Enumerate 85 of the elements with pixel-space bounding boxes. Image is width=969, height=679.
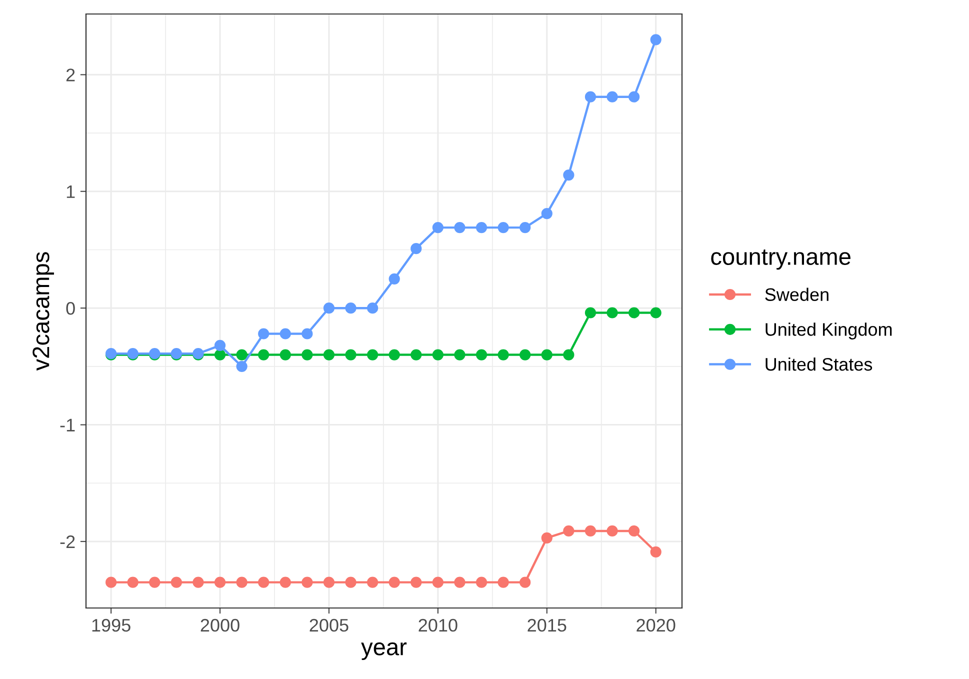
point	[280, 576, 291, 588]
point	[127, 576, 138, 588]
point	[454, 576, 466, 588]
point	[345, 349, 356, 360]
point	[388, 349, 400, 360]
point	[149, 576, 160, 588]
point	[563, 349, 574, 360]
point	[650, 307, 662, 318]
legend-label: United States	[766, 358, 872, 371]
point	[323, 576, 335, 588]
x-tick-label: 2000	[200, 618, 240, 632]
point	[323, 349, 335, 360]
point	[628, 91, 640, 102]
point	[302, 576, 313, 588]
point	[367, 349, 378, 360]
point	[563, 525, 574, 537]
point	[410, 243, 422, 254]
point	[606, 307, 618, 318]
point	[584, 91, 596, 102]
point	[258, 328, 270, 340]
point	[323, 302, 335, 314]
point	[520, 349, 531, 360]
point	[214, 340, 226, 351]
point	[606, 91, 618, 102]
point	[214, 576, 226, 588]
point	[498, 222, 509, 234]
y-tick-label: -1	[60, 418, 75, 432]
y-tick-label: 0	[66, 302, 75, 315]
point	[541, 349, 552, 360]
point	[432, 222, 444, 234]
x-tick-label: 2015	[528, 618, 566, 632]
point	[476, 576, 488, 588]
point	[367, 302, 378, 314]
point	[345, 576, 356, 588]
point	[454, 349, 466, 360]
point	[520, 576, 531, 588]
point	[476, 349, 488, 360]
point	[584, 525, 596, 537]
point	[258, 349, 270, 360]
point	[498, 349, 509, 360]
x-tick-label: 2005	[310, 618, 348, 632]
y-tick-label: 1	[66, 186, 75, 198]
point	[432, 349, 444, 360]
point	[388, 273, 400, 284]
legend-label: Sweden	[765, 288, 828, 301]
point	[520, 222, 531, 234]
point	[367, 576, 378, 588]
point	[388, 576, 400, 588]
x-axis-title: year	[361, 642, 407, 660]
point	[258, 576, 270, 588]
legend-title: country.name	[711, 250, 850, 270]
point	[650, 34, 662, 46]
point	[106, 576, 117, 588]
point	[454, 222, 466, 234]
point	[584, 307, 596, 318]
x-tick-label: 2010	[418, 618, 458, 632]
point	[302, 349, 313, 360]
point	[628, 307, 640, 318]
point	[192, 576, 204, 588]
point	[650, 546, 662, 558]
point	[628, 525, 640, 537]
point	[280, 349, 291, 360]
point	[498, 576, 509, 588]
point	[563, 169, 574, 181]
point	[214, 349, 226, 360]
point	[476, 222, 488, 234]
point	[432, 576, 444, 588]
legend-label: United Kingdom	[766, 322, 892, 340]
y-tick-label: -2	[60, 535, 75, 548]
point	[606, 525, 618, 537]
x-tick-label: 1995	[92, 618, 130, 632]
point	[345, 302, 356, 314]
point	[410, 349, 422, 360]
point	[236, 360, 248, 372]
point	[170, 576, 182, 588]
y-axis-title: v2cacamps	[32, 252, 54, 371]
point	[236, 576, 248, 588]
point	[541, 532, 552, 544]
point	[410, 576, 422, 588]
x-tick-label: 2020	[636, 618, 676, 632]
point	[302, 328, 313, 340]
y-tick-label: 2	[66, 68, 75, 82]
point	[541, 208, 552, 220]
point	[236, 349, 248, 360]
point	[280, 328, 291, 340]
